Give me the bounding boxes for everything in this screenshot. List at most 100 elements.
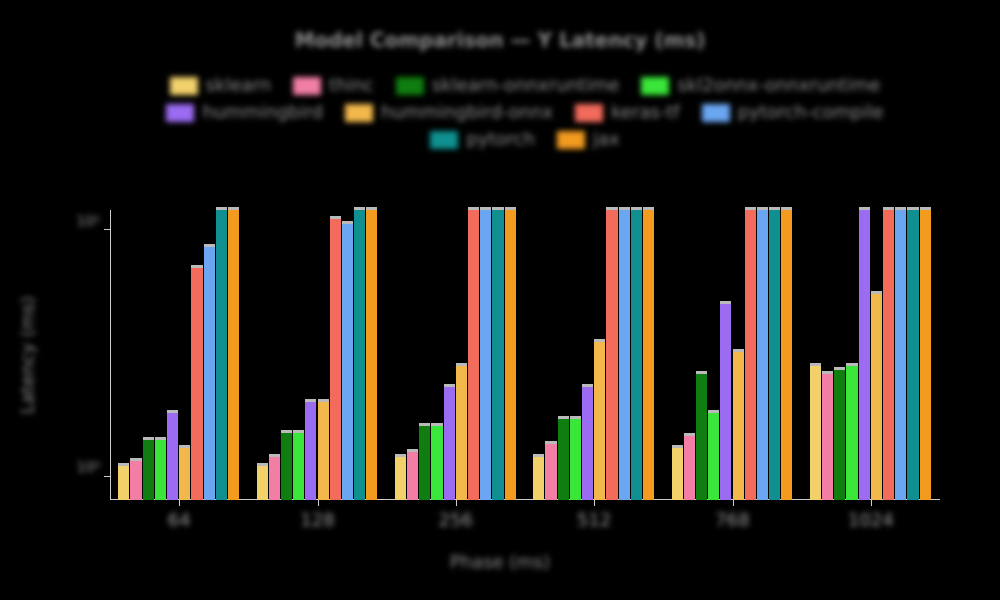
legend-item: pytorch-compile [702, 102, 884, 123]
legend-item: skl2onnx-onnxruntime [641, 75, 880, 96]
bar-cap [191, 265, 202, 268]
bar [545, 444, 556, 500]
legend-label: sklearn [206, 75, 271, 96]
bar [859, 210, 870, 500]
legend-item: pytorch [430, 129, 534, 150]
bar-cap [871, 291, 882, 294]
x-tick-label: 128 [300, 510, 334, 531]
x-tick [871, 500, 872, 506]
legend-swatch [430, 131, 458, 149]
bar-cap [570, 416, 581, 419]
bar-cap [781, 207, 792, 210]
bar [167, 413, 178, 500]
bar-cap [696, 371, 707, 374]
bar-cap [366, 207, 377, 210]
bar [834, 370, 845, 500]
bar [708, 413, 719, 500]
x-tick-label: 768 [715, 510, 749, 531]
legend: sklearn thinc sklearn-onnxruntime skl2onnx-… [110, 75, 940, 150]
bar-cap [318, 399, 329, 402]
bar [354, 210, 365, 500]
legend-item: thinc [293, 75, 374, 96]
bar-cap [155, 437, 166, 440]
bar-cap [631, 207, 642, 210]
bar [672, 448, 683, 500]
bar-cap [342, 221, 353, 224]
bar-cap [204, 244, 215, 247]
bar [281, 433, 292, 500]
legend-label: pytorch-compile [738, 102, 884, 123]
bar-cap [228, 207, 239, 210]
bar [480, 210, 491, 500]
bar-cap [281, 430, 292, 433]
bar-cap [708, 410, 719, 413]
bar [505, 210, 516, 500]
y-axis-label: Latency (ms) [18, 296, 39, 414]
y-tick-label: 10⁰ [77, 460, 100, 476]
bar-cap [834, 367, 845, 370]
bar-cap [769, 207, 780, 210]
x-tick [733, 500, 734, 506]
x-tick-label: 256 [439, 510, 473, 531]
chart-container: Model Comparison — Y Latency (ms) sklear… [0, 0, 1000, 600]
legend-label: pytorch [466, 129, 534, 150]
legend-item: sklearn-onnxruntime [396, 75, 620, 96]
bar [468, 210, 479, 500]
bar [228, 210, 239, 500]
legend-label: keras-tf [611, 102, 680, 123]
bar-cap [118, 463, 129, 466]
bar-cap [407, 449, 418, 452]
bar-cap [143, 437, 154, 440]
bar [558, 419, 569, 500]
bar [216, 210, 227, 500]
bar-cap [179, 445, 190, 448]
x-tick [179, 500, 180, 506]
bar-cap [257, 463, 268, 466]
bar [204, 247, 215, 500]
bar-cap [745, 207, 756, 210]
chart-title: Model Comparison — Y Latency (ms) [0, 28, 1000, 52]
plot-area: 10⁰10¹641282565127681024 [110, 210, 940, 500]
bar-cap [619, 207, 630, 210]
bar-cap [456, 363, 467, 366]
legend-item: hummingbird [166, 102, 323, 123]
bar [846, 366, 857, 500]
legend-swatch [641, 77, 669, 95]
legend-label: thinc [329, 75, 374, 96]
bar-cap [305, 399, 316, 402]
bar-cap [330, 216, 341, 219]
legend-label: jax [593, 129, 620, 150]
legend-swatch [345, 104, 373, 122]
bar-cap [545, 441, 556, 444]
bar [822, 374, 833, 500]
bar [155, 440, 166, 500]
bar-cap [720, 301, 731, 304]
x-tick-label: 1024 [848, 510, 894, 531]
bar-cap [293, 430, 304, 433]
bar [293, 433, 304, 500]
legend-item: keras-tf [575, 102, 680, 123]
bar [619, 210, 630, 500]
legend-item: sklearn [170, 75, 271, 96]
legend-label: sklearn-onnxruntime [432, 75, 620, 96]
bar [318, 402, 329, 500]
bar [733, 352, 744, 500]
bar-cap [895, 207, 906, 210]
bar-cap [216, 207, 227, 210]
bar [570, 419, 581, 500]
bar [684, 436, 695, 500]
bar-cap [558, 416, 569, 419]
bar [582, 387, 593, 500]
bar [342, 224, 353, 500]
y-tick [104, 476, 110, 477]
bar [366, 210, 377, 500]
legend-swatch [166, 104, 194, 122]
legend-swatch [575, 104, 603, 122]
bar-cap [907, 207, 918, 210]
bar-cap [480, 207, 491, 210]
bar-cap [606, 207, 617, 210]
bar-cap [431, 423, 442, 426]
x-tick [594, 500, 595, 506]
bar [781, 210, 792, 500]
bar [407, 452, 418, 500]
